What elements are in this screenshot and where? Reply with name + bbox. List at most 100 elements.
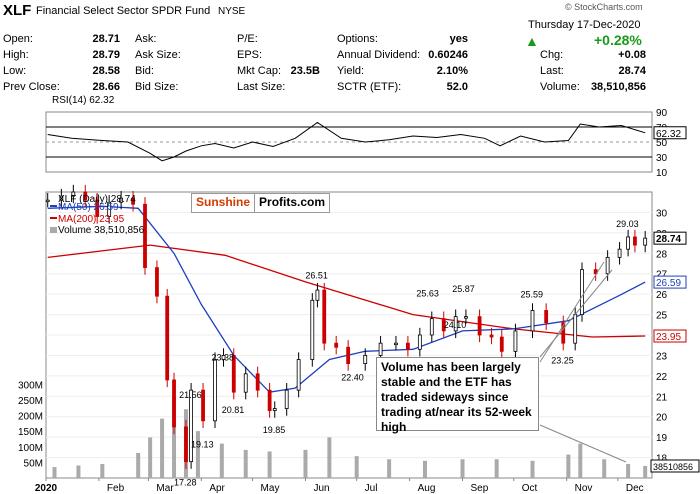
volume-bar bbox=[195, 431, 200, 478]
price-bar-body bbox=[378, 342, 383, 356]
price-bar-body bbox=[530, 310, 535, 332]
price-bar-body bbox=[573, 314, 578, 344]
price-bar-body bbox=[322, 289, 327, 344]
logo-part-b: Profits.com bbox=[254, 194, 330, 212]
price-bar-body bbox=[334, 342, 339, 348]
value-open: 28.71 bbox=[92, 33, 120, 45]
change-pct: +0.28% bbox=[594, 32, 642, 48]
price-bar-body bbox=[189, 389, 193, 463]
price-last-label: 23.95 bbox=[656, 332, 681, 343]
price-bar-body bbox=[499, 336, 504, 352]
volume-bar bbox=[460, 459, 465, 478]
quote-header: XLF Financial Select Sector SPDR Fund NY… bbox=[0, 0, 700, 93]
watermark: © StockCharts.com bbox=[565, 2, 643, 12]
price-bar-body bbox=[441, 318, 446, 332]
sunshine-profits-logo: Sunshine Profits.com bbox=[191, 193, 331, 213]
label-sctr: SCTR (ETF): bbox=[337, 81, 402, 93]
price-annotation: 23.25 bbox=[551, 355, 574, 365]
price-bar-body bbox=[429, 318, 434, 336]
price-annotation: 25.63 bbox=[416, 289, 439, 299]
price-tick-label: 28 bbox=[656, 249, 668, 260]
value-volume: 38,510,856 bbox=[590, 81, 646, 93]
volume-bar bbox=[148, 437, 153, 478]
logo-part-a: Sunshine bbox=[192, 194, 255, 212]
price-tick-label: 20 bbox=[656, 413, 668, 424]
value-prev-close: 28.66 bbox=[92, 81, 120, 93]
price-annotations: 29.03 26.51 25.63 25.87 25.59 23.38 21.56 20.81… bbox=[174, 219, 639, 487]
price-bar-body bbox=[119, 197, 124, 203]
price-tick-label: 25 bbox=[656, 311, 668, 322]
price-tick-label: 23 bbox=[656, 351, 668, 362]
volume-tick-label: 250M bbox=[18, 396, 43, 407]
rsi-last-box bbox=[653, 126, 687, 140]
volume-bar bbox=[303, 449, 308, 478]
price-bar-body bbox=[453, 316, 458, 332]
date-tick-label: Dec bbox=[626, 483, 644, 494]
date-tick-label: Aug bbox=[418, 483, 436, 494]
price-annotation: 19.85 bbox=[263, 425, 286, 435]
label-mkt-cap: Mkt Cap: bbox=[237, 65, 282, 77]
price-bar-body bbox=[272, 408, 277, 411]
price-bar-body bbox=[544, 310, 549, 324]
price-annotation: 26.51 bbox=[305, 271, 328, 281]
label-bid: Bid: bbox=[135, 65, 154, 77]
rsi-legend: RSI(14) 62.32 bbox=[52, 95, 115, 106]
price-bar-body bbox=[155, 267, 159, 297]
volume-bar bbox=[52, 467, 57, 478]
price-bar-body bbox=[605, 256, 610, 275]
fund-name: Financial Select Sector SPDR Fund bbox=[36, 5, 211, 17]
label-ask: Ask: bbox=[135, 33, 157, 45]
label-last: Last: bbox=[540, 65, 564, 77]
label-prev-close: Prev Close: bbox=[3, 81, 60, 93]
price-bar-body bbox=[561, 322, 566, 344]
ma50-line bbox=[47, 205, 646, 393]
symbol: XLF bbox=[3, 2, 32, 19]
label-volume: Volume: bbox=[540, 81, 580, 93]
price-annotation: 24.10 bbox=[444, 320, 467, 330]
price-bar-body bbox=[489, 334, 494, 338]
price-last-box bbox=[653, 329, 687, 343]
price-bar-body bbox=[405, 342, 410, 350]
label-last-size: Last Size: bbox=[237, 81, 286, 93]
price-bar-body bbox=[172, 379, 176, 428]
price-bar-body bbox=[267, 389, 272, 411]
label-high: High: bbox=[3, 49, 29, 61]
price-tick-label: 30 bbox=[656, 208, 668, 219]
price-annotation: 17.28 bbox=[174, 477, 197, 487]
price-bar-body bbox=[201, 389, 205, 422]
price-bar-body bbox=[513, 330, 518, 352]
price-bar-body bbox=[71, 191, 76, 197]
label-bid-size: Bid Size: bbox=[135, 81, 179, 93]
price-annotation: 25.59 bbox=[521, 290, 544, 300]
price-bar-body bbox=[363, 355, 368, 364]
price-tick-label: 22 bbox=[656, 372, 668, 383]
volume-bar bbox=[219, 443, 224, 478]
price-bar-body bbox=[165, 295, 170, 381]
volume-bar bbox=[626, 463, 631, 478]
legend-ma50: MA(50) 26.59 bbox=[58, 202, 119, 213]
legend-volume: Volume 38,510,856 bbox=[58, 225, 145, 236]
price-bar-body bbox=[633, 236, 637, 246]
volume-bar bbox=[243, 449, 248, 478]
price-bar-body bbox=[131, 197, 135, 205]
annotation-callout: Volume has been largely stable and the E… bbox=[376, 357, 539, 434]
rsi-last-label: 62.32 bbox=[656, 129, 681, 140]
price-bar-body bbox=[231, 355, 236, 393]
volume-bar bbox=[578, 443, 583, 478]
value-high: 28.79 bbox=[92, 49, 120, 61]
volume-last-box bbox=[650, 459, 700, 473]
rsi-tick-label: 30 bbox=[656, 153, 668, 164]
price-annotation: 23.38 bbox=[212, 353, 235, 363]
date-tick-label: Nov bbox=[575, 483, 593, 494]
label-eps: EPS: bbox=[237, 49, 263, 61]
volume-bar bbox=[136, 453, 141, 478]
price-annotation: 25.87 bbox=[452, 284, 475, 294]
label-chg: Chg: bbox=[540, 49, 564, 61]
price-tick-label: 18 bbox=[656, 454, 668, 465]
price-bar-body bbox=[107, 201, 112, 217]
rsi-tick-label: 50 bbox=[656, 138, 668, 149]
volume-tick-label: 100M bbox=[18, 443, 43, 454]
callout-pointer-2 bbox=[539, 261, 605, 363]
volume-last-label: 38510856 bbox=[653, 462, 693, 472]
price-bars bbox=[45, 184, 648, 469]
